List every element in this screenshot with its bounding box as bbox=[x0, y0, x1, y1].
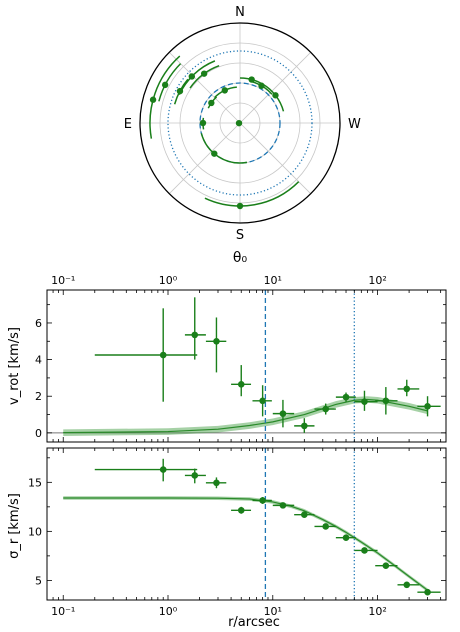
data-point bbox=[424, 588, 431, 596]
data-point bbox=[301, 422, 308, 430]
x-tick-label: 10² bbox=[368, 274, 386, 287]
y-tick-label: 6 bbox=[35, 317, 42, 330]
y-tick-label: 10 bbox=[28, 525, 42, 538]
polar-error-arc bbox=[149, 55, 181, 139]
y-tick-label: 5 bbox=[35, 574, 42, 587]
polar-point bbox=[208, 99, 215, 107]
data-point bbox=[213, 479, 220, 487]
vrot-ylabel: v_rot [km/s] bbox=[7, 327, 22, 405]
polar-point bbox=[272, 92, 279, 99]
dashed-reference-circle bbox=[199, 82, 281, 164]
x-tick-label: 10⁻¹ bbox=[51, 605, 75, 618]
y-tick-label: 2 bbox=[35, 390, 42, 403]
polar-xlabel: θ₀ bbox=[233, 250, 248, 266]
polar-grid-spoke bbox=[169, 52, 241, 124]
polar-point bbox=[176, 87, 184, 95]
polar-point bbox=[248, 76, 255, 83]
x-tick-label: 10² bbox=[368, 605, 386, 618]
axes-frame bbox=[46, 289, 447, 443]
polar-outline bbox=[139, 22, 341, 224]
data-point bbox=[361, 398, 368, 406]
data-point bbox=[279, 410, 287, 417]
dotted-reference-circle bbox=[167, 50, 313, 196]
sigma-panel: 5 10 15 10⁻¹ 10⁰ 10¹ 10² bbox=[28, 447, 447, 618]
polar-error-arc bbox=[200, 133, 248, 164]
polar-error-arc bbox=[178, 60, 216, 96]
polar-point bbox=[199, 119, 207, 127]
data-point bbox=[191, 472, 199, 479]
polar-point bbox=[221, 87, 228, 94]
data-point bbox=[237, 506, 245, 514]
polar-point bbox=[235, 119, 243, 127]
data-point bbox=[322, 405, 330, 413]
y-tick-label: 15 bbox=[28, 476, 42, 489]
data-point bbox=[322, 523, 330, 530]
x-tick-label: 10⁰ bbox=[159, 605, 178, 618]
data-point bbox=[259, 397, 266, 405]
data-point bbox=[403, 581, 411, 589]
y-tick-label: 0 bbox=[35, 427, 42, 440]
x-tick-label: 10⁻¹ bbox=[51, 274, 75, 287]
data-point bbox=[237, 381, 245, 388]
radius-xlabel: r/arcsec bbox=[228, 615, 280, 630]
data-point bbox=[159, 351, 167, 359]
data-point bbox=[361, 547, 368, 554]
data-point bbox=[342, 534, 350, 542]
polar-point bbox=[188, 73, 196, 80]
axes-frame bbox=[46, 447, 447, 601]
data-point bbox=[382, 397, 390, 405]
polar-point bbox=[200, 70, 208, 77]
data-point bbox=[301, 511, 308, 518]
data-point bbox=[403, 385, 411, 393]
sigma-ylabel: σ_r [km/s] bbox=[7, 493, 22, 559]
compass-label-s: S bbox=[236, 228, 244, 243]
compass-label-n: N bbox=[235, 5, 245, 20]
polar-point bbox=[161, 81, 169, 89]
polar-error-arc bbox=[158, 63, 182, 102]
polar-grid-spoke bbox=[169, 122, 241, 194]
data-point bbox=[279, 502, 287, 509]
data-point bbox=[342, 393, 350, 401]
y-tick-label: 4 bbox=[35, 354, 42, 367]
model-band bbox=[63, 396, 428, 436]
data-point bbox=[259, 497, 266, 504]
polar-chart: N E S W bbox=[124, 5, 361, 243]
polar-grid-spoke bbox=[239, 122, 311, 194]
polar-point bbox=[236, 202, 244, 210]
model-line bbox=[63, 497, 428, 591]
polar-error-arc bbox=[204, 181, 300, 207]
data-point bbox=[191, 331, 199, 339]
data-point bbox=[213, 337, 220, 345]
polar-point bbox=[149, 96, 157, 103]
compass-label-w: W bbox=[348, 117, 361, 132]
x-tick-label: 10¹ bbox=[264, 605, 282, 618]
polar-point bbox=[211, 150, 218, 157]
vrot-panel: 0 2 4 6 10⁻¹ 10⁰ 10¹ 10² bbox=[35, 274, 447, 443]
x-tick-label: 10⁰ bbox=[159, 274, 178, 287]
x-tick-label: 10¹ bbox=[264, 274, 282, 287]
data-point bbox=[382, 562, 390, 569]
compass-label-e: E bbox=[124, 117, 132, 132]
data-point bbox=[424, 402, 431, 410]
polar-point bbox=[258, 82, 265, 89]
polar-grid-spoke bbox=[239, 52, 311, 124]
data-point bbox=[159, 466, 167, 473]
